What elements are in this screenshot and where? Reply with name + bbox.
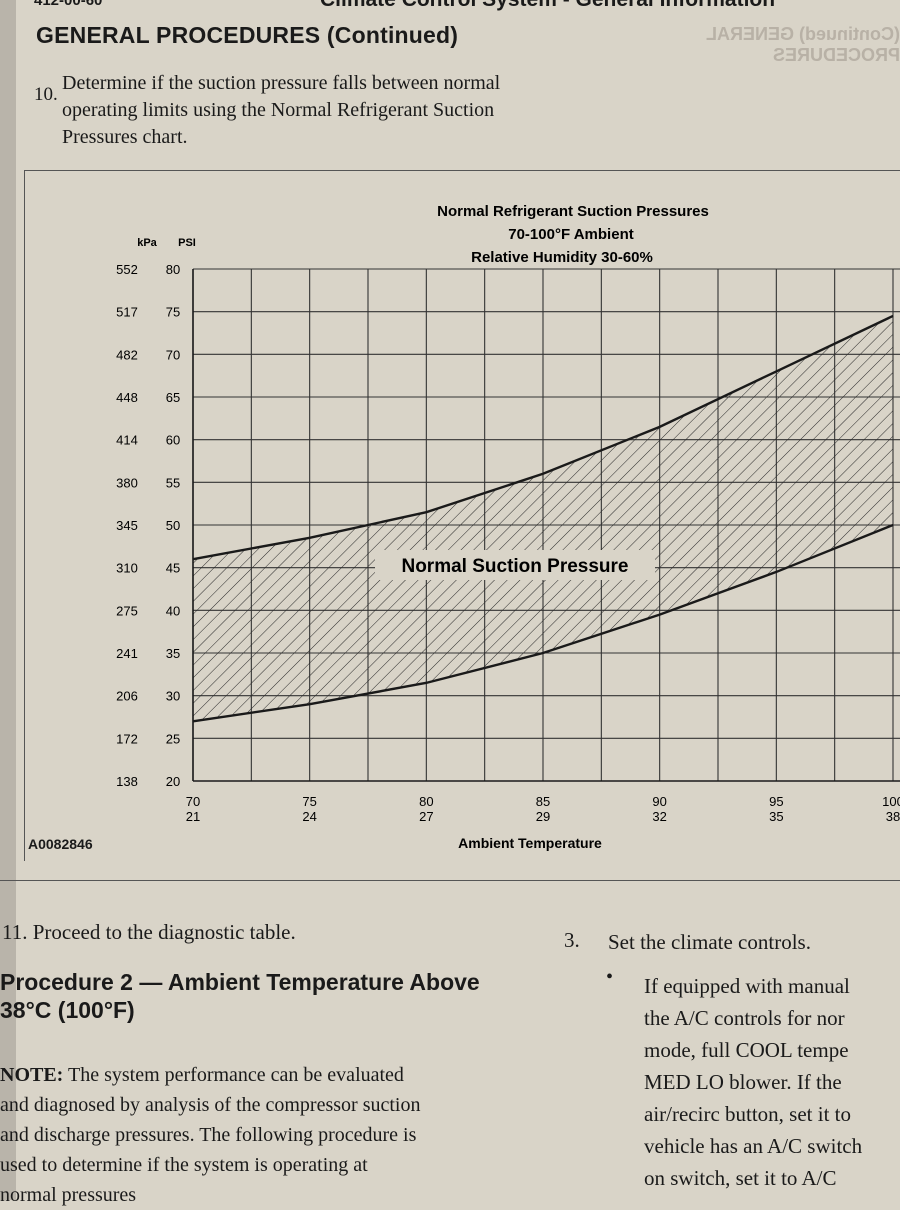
section-divider: [0, 880, 900, 881]
y-tick-label-kpa: 517: [116, 305, 138, 320]
chart-subtitle-2: Relative Humidity 30-60%: [471, 249, 653, 266]
lower-limit-line: [192, 523, 894, 723]
note-line: used to determine if the system is opera…: [0, 1154, 368, 1176]
suction-pressure-chart: Normal Refrigerant Suction Pressures 70-…: [116, 203, 900, 851]
band-label-background: [375, 550, 655, 580]
y-tick-label-psi: 35: [166, 646, 180, 661]
bullet-line: If equipped with manual: [644, 974, 850, 998]
step-11-text: 11. Proceed to the diagnostic table.: [2, 920, 296, 944]
y-tick-label-kpa: 206: [116, 689, 138, 704]
bleed-through-title: (Continued) GENERAL PROCEDURES: [706, 24, 900, 65]
step-3-number: 3.: [564, 928, 580, 952]
band-label: Normal Suction Pressure: [401, 556, 628, 577]
manual-section-header: Climate Control System - General Informa…: [320, 0, 775, 12]
chart-subtitle-1: 70-100°F Ambient: [508, 226, 633, 243]
y-tick-label-kpa: 380: [116, 475, 138, 490]
y-tick-label-kpa: 275: [116, 603, 138, 618]
note-line: and diagnosed by analysis of the compres…: [0, 1094, 421, 1116]
page-edge: [0, 0, 16, 1200]
y-tick-label-kpa: 414: [116, 433, 138, 448]
normal-pressure-band: [193, 315, 893, 722]
y-tick-label-psi: 65: [166, 390, 180, 405]
y-tick-label-psi: 50: [166, 518, 180, 533]
y-tick-label-psi: 55: [166, 475, 180, 490]
doc-number: 412-00-60: [34, 0, 103, 9]
y-tick-label-kpa: 448: [116, 390, 138, 405]
y-tick-label-kpa: 345: [116, 518, 138, 533]
y-tick-label-psi: 60: [166, 433, 180, 448]
x-tick-label-c: 21: [186, 809, 200, 824]
x-tick-label-f: 85: [536, 794, 550, 809]
y-tick-label-psi: 70: [166, 347, 180, 362]
psi-unit-label: PSI: [178, 237, 196, 249]
x-tick-label-f: 90: [652, 794, 666, 809]
step-10-text: Determine if the suction pressure falls …: [62, 72, 501, 148]
note-paragraph: NOTE: The system performance can be eval…: [0, 1060, 520, 1210]
y-tick-label-kpa: 138: [116, 774, 138, 789]
y-tick-label-kpa: 310: [116, 561, 138, 576]
step-3-text: Set the climate controls.: [608, 930, 811, 954]
x-axis-label: Ambient Temperature: [458, 835, 602, 851]
x-tick-label-c: 27: [419, 809, 433, 824]
bullet-line: MED LO blower. If the: [644, 1070, 842, 1094]
note-line: normal pressures: [0, 1184, 137, 1206]
bullet-line: vehicle has an A/C switch: [644, 1134, 863, 1158]
x-tick-label-c: 32: [652, 809, 666, 824]
bullet-line: the A/C controls for nor: [644, 1006, 845, 1030]
y-tick-label-kpa: 241: [116, 646, 138, 661]
y-tick-label-psi: 45: [166, 561, 180, 576]
procedure-2-title: Procedure 2 — Ambient Temperature Above …: [0, 969, 480, 1023]
x-tick-label-c: 24: [302, 809, 316, 824]
note-line: and discharge pressures. The following p…: [0, 1124, 417, 1146]
x-tick-label-f: 100: [882, 794, 900, 809]
x-tick-label-f: 70: [186, 794, 200, 809]
y-tick-label-psi: 30: [166, 689, 180, 704]
x-tick-label-f: 95: [769, 794, 783, 809]
y-tick-label-psi: 25: [166, 731, 180, 746]
x-tick-label-f: 75: [302, 794, 316, 809]
bullet-marker: •: [606, 966, 614, 988]
y-tick-label-psi: 80: [166, 262, 180, 277]
y-tick-label-kpa: 482: [116, 347, 138, 362]
note-line: The system performance can be evaluated: [63, 1064, 404, 1086]
y-tick-label-kpa: 172: [116, 731, 138, 746]
bullet-paragraph: If equipped with manual the A/C controls…: [644, 970, 900, 1194]
upper-limit-line: [192, 314, 894, 561]
figure-id: A0082846: [28, 836, 93, 852]
section-title: GENERAL PROCEDURES (Continued): [36, 22, 459, 48]
chart-frame: Normal Refrigerant Suction Pressures 70-…: [24, 170, 900, 861]
y-tick-label-psi: 75: [166, 305, 180, 320]
bullet-line: air/recirc button, set it to: [644, 1102, 852, 1126]
x-tick-label-c: 38: [886, 809, 900, 824]
x-tick-label-c: 29: [536, 809, 550, 824]
chart-title: Normal Refrigerant Suction Pressures: [437, 203, 709, 220]
x-tick-label-f: 80: [419, 794, 433, 809]
y-tick-label-psi: 20: [166, 774, 180, 789]
bullet-line: on switch, set it to A/C: [644, 1166, 837, 1190]
note-label: NOTE:: [0, 1064, 64, 1086]
kpa-unit-label: kPa: [137, 237, 157, 249]
step-10-number: 10.: [34, 84, 58, 105]
y-tick-label-psi: 40: [166, 603, 180, 618]
x-tick-label-c: 35: [769, 809, 783, 824]
bullet-line: mode, full COOL tempe: [644, 1038, 849, 1062]
y-tick-label-kpa: 552: [116, 262, 138, 277]
